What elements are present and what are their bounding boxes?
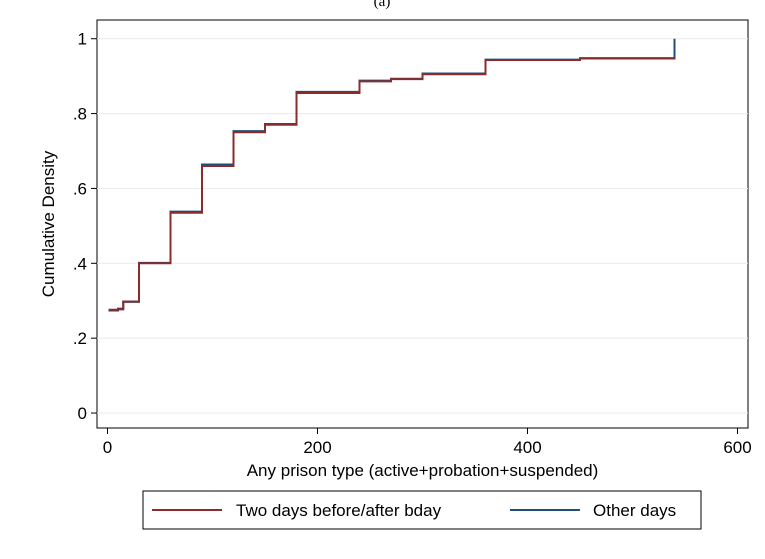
legend-label-two-days: Two days before/after bday	[236, 501, 442, 520]
gridlines	[97, 38, 748, 414]
series-lines	[108, 38, 676, 312]
legend-label-other-days: Other days	[593, 501, 676, 520]
x-tick-label: 400	[513, 438, 541, 457]
y-tick-label: 1	[78, 30, 87, 49]
x-tick-label: 600	[723, 438, 751, 457]
series-line-two-days	[108, 57, 676, 311]
x-axis-title: Any prison type (active+probation+suspen…	[247, 461, 599, 480]
y-tick-label: .4	[73, 254, 87, 273]
y-tick-label: .6	[73, 179, 87, 198]
y-tick-label: .8	[73, 105, 87, 124]
x-tick-label: 0	[103, 438, 112, 457]
legend: Two days before/after bday Other days	[142, 490, 702, 530]
axes: 0 .2 .4 .6 .8 1 0 200 400 600	[73, 30, 752, 457]
x-tick-label: 200	[303, 438, 331, 457]
y-axis-title: Cumulative Density	[39, 150, 58, 297]
legend-box	[142, 490, 702, 530]
y-tick-label: 0	[78, 404, 87, 423]
panel-label: (a)	[374, 0, 391, 10]
plot-area	[96, 19, 749, 429]
y-tick-label: .2	[73, 329, 87, 348]
